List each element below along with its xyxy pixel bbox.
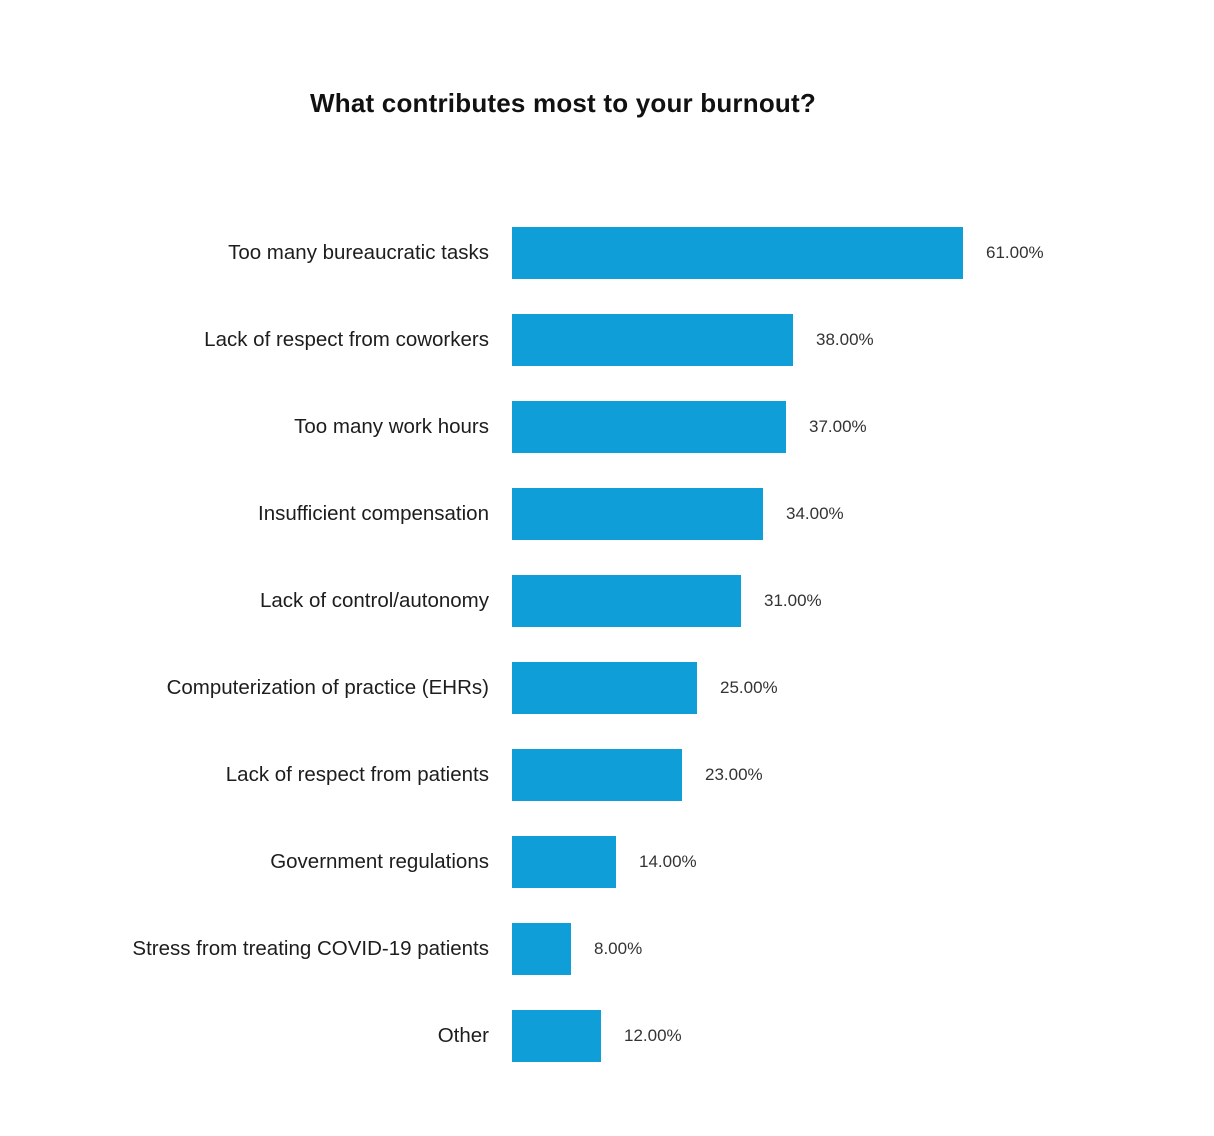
category-label: Stress from treating COVID-19 patients (132, 936, 489, 960)
value-label: 38.00% (816, 329, 874, 349)
chart-row: Lack of control/autonomy 31.00% (0, 557, 1214, 644)
chart-row: Insufficient compensation 34.00% (0, 470, 1214, 557)
bar-area: 8.00% (512, 922, 1214, 975)
category-label: Insufficient compensation (258, 501, 489, 525)
bar-area: 61.00% (512, 226, 1214, 279)
chart-row: Stress from treating COVID-19 patients 8… (0, 905, 1214, 992)
chart-title: What contributes most to your burnout? (310, 88, 816, 118)
bar (512, 574, 741, 627)
value-label: 23.00% (705, 764, 763, 784)
chart-row: Computerization of practice (EHRs) 25.00… (0, 644, 1214, 731)
category-label: Lack of control/autonomy (259, 588, 489, 612)
category-label: Other (437, 1023, 489, 1047)
category-label: Too many work hours (294, 414, 489, 438)
bar (512, 922, 571, 975)
chart-row: Other 12.00% (0, 992, 1214, 1079)
bar (512, 400, 786, 453)
category-label: Computerization of practice (EHRs) (166, 675, 489, 699)
bar (512, 835, 616, 888)
value-label: 37.00% (809, 416, 867, 436)
chart-rows: Too many bureaucratic tasks 61.00% Lack … (0, 209, 1214, 1079)
chart-row: Too many bureaucratic tasks 61.00% (0, 209, 1214, 296)
value-label: 31.00% (764, 590, 822, 610)
bar-area: 25.00% (512, 661, 1214, 714)
value-label: 8.00% (594, 938, 643, 958)
bar (512, 313, 793, 366)
bar (512, 226, 963, 279)
chart-row: Lack of respect from patients 23.00% (0, 731, 1214, 818)
bar (512, 487, 763, 540)
bar (512, 661, 697, 714)
value-label: 34.00% (786, 503, 844, 523)
bar-area: 31.00% (512, 574, 1214, 627)
value-label: 25.00% (720, 677, 778, 697)
bar-area: 37.00% (512, 400, 1214, 453)
bar (512, 748, 682, 801)
category-label: Government regulations (270, 849, 489, 873)
category-label: Lack of respect from coworkers (204, 327, 489, 351)
value-label: 14.00% (639, 851, 697, 871)
bar-area: 14.00% (512, 835, 1214, 888)
chart-row: Lack of respect from coworkers 38.00% (0, 296, 1214, 383)
category-label: Lack of respect from patients (225, 762, 489, 786)
bar-area: 38.00% (512, 313, 1214, 366)
bar-chart: What contributes most to your burnout? T… (0, 88, 1214, 1136)
chart-row: Government regulations 14.00% (0, 818, 1214, 905)
value-label: 61.00% (986, 242, 1044, 262)
bar-area: 12.00% (512, 1009, 1214, 1062)
bar-area: 34.00% (512, 487, 1214, 540)
bar-area: 23.00% (512, 748, 1214, 801)
bar (512, 1009, 601, 1062)
value-label: 12.00% (624, 1025, 682, 1045)
category-label: Too many bureaucratic tasks (228, 240, 489, 264)
chart-row: Too many work hours 37.00% (0, 383, 1214, 470)
